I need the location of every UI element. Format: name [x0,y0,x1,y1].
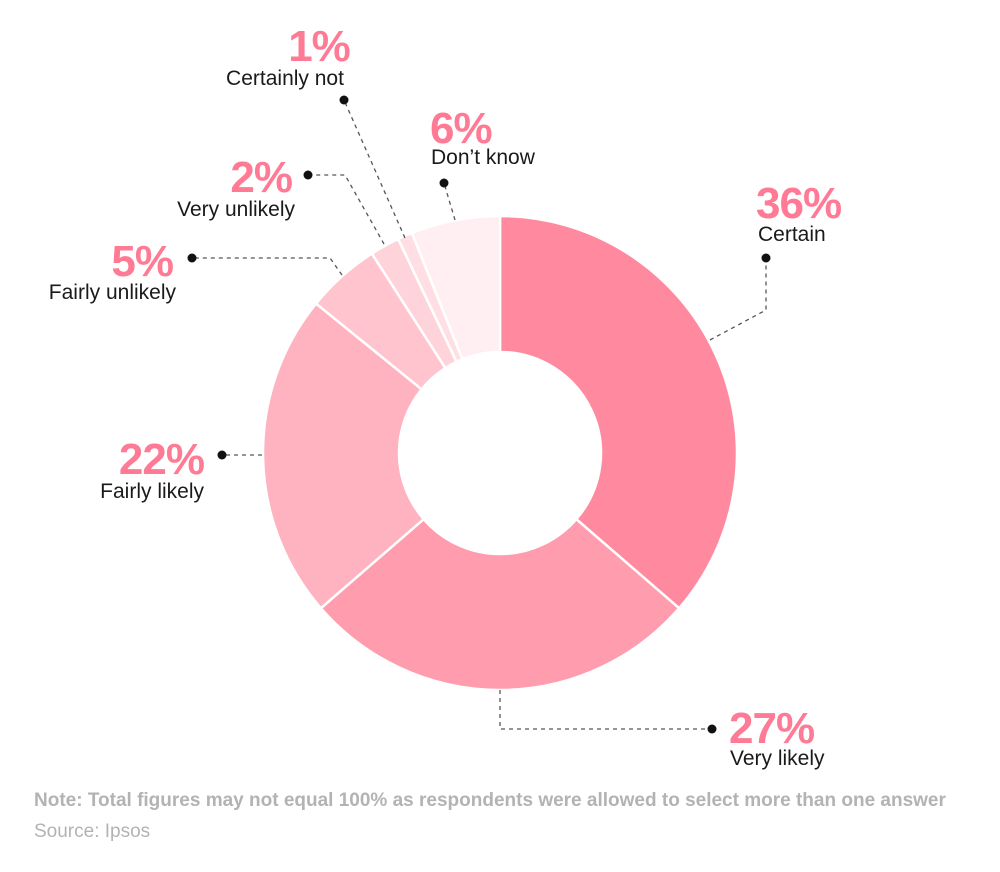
slice-label-certain: Certain [758,223,826,246]
leader-line [709,258,767,341]
leader-dot [217,450,227,460]
callout-certainly-not: 1% Certainly not [226,22,406,239]
slice-label-fairly-likely: Fairly likely [100,480,204,503]
leader-dot [761,253,771,263]
slice-pct-very-likely: 27% [729,704,814,753]
slice-label-very-likely: Very likely [730,747,825,770]
leader-line [308,174,385,245]
slice-pct-very-unlikely: 2% [230,153,292,202]
donut-slice-fairly-likely [261,301,426,610]
slice-label-fairly-unlikely: Fairly unlikely [49,281,177,304]
slice-pct-certainly-not: 1% [288,22,350,71]
leader-dot [439,178,449,188]
callout-fairly-likely: 22% Fairly likely [100,435,262,503]
callout-certain: 36% Certain [709,179,842,341]
leader-line [499,690,712,730]
slice-label-certainly-not: Certainly not [226,67,344,90]
donut-slices [261,214,739,692]
leader-line [343,99,406,239]
leader-dot [707,724,717,734]
leader-line [192,257,343,276]
donut-slice-very-likely [319,517,681,692]
slice-pct-certain: 36% [756,179,841,228]
callouts: 36% Certain 27% Very likely 22% Fairly l… [49,22,842,770]
leader-line [443,182,456,221]
callout-very-unlikely: 2% Very unlikely [177,153,385,245]
leader-dot [339,95,349,105]
leader-dot [187,253,197,263]
slice-pct-fairly-unlikely: 5% [111,237,173,286]
callout-very-likely: 27% Very likely [499,690,825,770]
donut-slice-certain [498,214,739,610]
slice-label-very-unlikely: Very unlikely [177,198,295,221]
slice-pct-dont-know: 6% [430,104,492,153]
footnote: Note: Total figures may not equal 100% a… [34,790,946,811]
slice-pct-fairly-likely: 22% [119,435,204,484]
leader-dot [303,170,313,180]
donut-slice-don-t-know [410,214,502,361]
callout-dont-know: 6% Don’t know [430,104,536,221]
source-credit: Source: Ipsos [34,821,151,842]
callout-fairly-unlikely: 5% Fairly unlikely [49,237,343,304]
slice-label-dont-know: Don’t know [431,146,536,169]
